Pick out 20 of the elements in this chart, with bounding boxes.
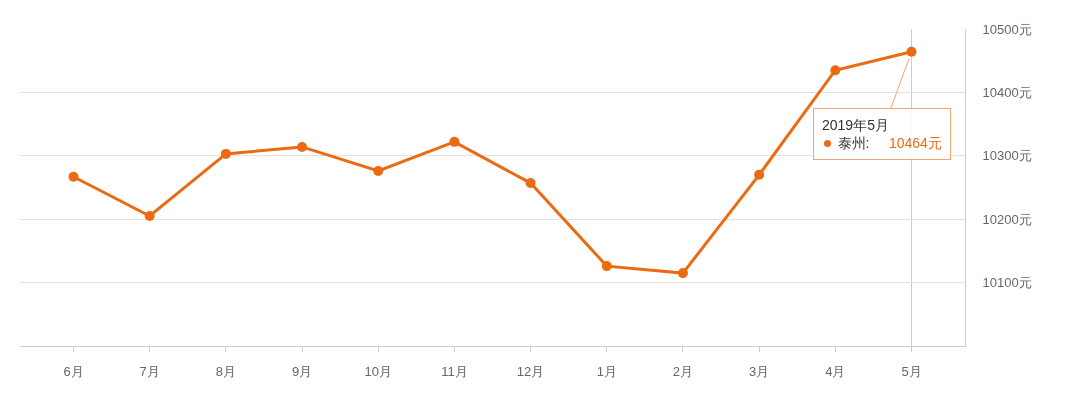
x-tick-label: 11月: [441, 363, 468, 379]
x-tick-label: 7月: [139, 363, 160, 379]
x-tick-label: 10月: [364, 363, 392, 379]
y-tick-label: 10200元: [982, 211, 1032, 227]
y-tick-label: 10400元: [982, 84, 1032, 100]
x-tick-label: 3月: [749, 363, 770, 379]
x-tick-label: 5月: [901, 363, 922, 379]
y-tick-label: 10500元: [982, 21, 1032, 37]
x-tick-label: 1月: [596, 363, 617, 379]
x-tick-label: 4月: [825, 363, 846, 379]
x-tick-label: 2月: [672, 363, 694, 379]
y-tick-label: 10300元: [982, 148, 1032, 164]
x-tick-label: 6月: [63, 363, 84, 379]
x-tick-label: 9月: [291, 363, 313, 379]
x-tick-label: 12月: [516, 363, 545, 379]
y-tick-label: 10100元: [982, 275, 1032, 291]
x-tick-label: 8月: [215, 363, 236, 379]
annotation: 2019年5月: [822, 117, 889, 133]
annotation: 10464元: [888, 135, 942, 152]
legend-label: 泰州:: [837, 135, 870, 152]
